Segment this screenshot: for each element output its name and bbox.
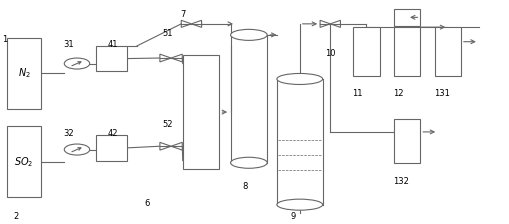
Bar — [182, 55, 219, 169]
Circle shape — [64, 58, 90, 69]
Bar — [393, 119, 419, 163]
Bar — [96, 46, 127, 71]
Text: 7: 7 — [180, 9, 186, 19]
Polygon shape — [181, 20, 191, 27]
Text: 42: 42 — [107, 129, 118, 138]
Text: 131: 131 — [433, 89, 449, 98]
Polygon shape — [191, 20, 201, 27]
Polygon shape — [160, 142, 171, 150]
Text: 41: 41 — [107, 40, 118, 49]
Text: 6: 6 — [144, 199, 149, 208]
Circle shape — [64, 144, 90, 155]
Text: 9: 9 — [290, 212, 295, 221]
Ellipse shape — [276, 73, 322, 84]
Ellipse shape — [230, 157, 267, 168]
Text: 52: 52 — [162, 120, 173, 129]
Ellipse shape — [276, 199, 322, 210]
Polygon shape — [160, 54, 171, 62]
Bar — [7, 38, 41, 109]
Bar — [393, 27, 419, 76]
Text: 31: 31 — [64, 40, 74, 49]
Text: 10: 10 — [325, 49, 335, 58]
Bar — [96, 135, 127, 161]
Polygon shape — [320, 20, 330, 27]
Text: 51: 51 — [162, 29, 173, 38]
Text: $N_2$: $N_2$ — [18, 67, 31, 80]
Bar — [434, 27, 460, 76]
Text: 8: 8 — [242, 181, 247, 191]
Text: 32: 32 — [64, 129, 74, 138]
Bar — [352, 27, 379, 76]
Bar — [7, 126, 41, 197]
Bar — [393, 9, 419, 26]
Text: 12: 12 — [392, 89, 403, 98]
Polygon shape — [171, 142, 182, 150]
Ellipse shape — [230, 29, 267, 40]
Text: $SO_2$: $SO_2$ — [14, 155, 34, 169]
Text: 132: 132 — [392, 177, 408, 186]
Text: 1: 1 — [2, 35, 8, 44]
Text: 11: 11 — [351, 89, 361, 98]
Text: 2: 2 — [13, 212, 19, 221]
Polygon shape — [171, 54, 182, 62]
Polygon shape — [330, 20, 340, 27]
